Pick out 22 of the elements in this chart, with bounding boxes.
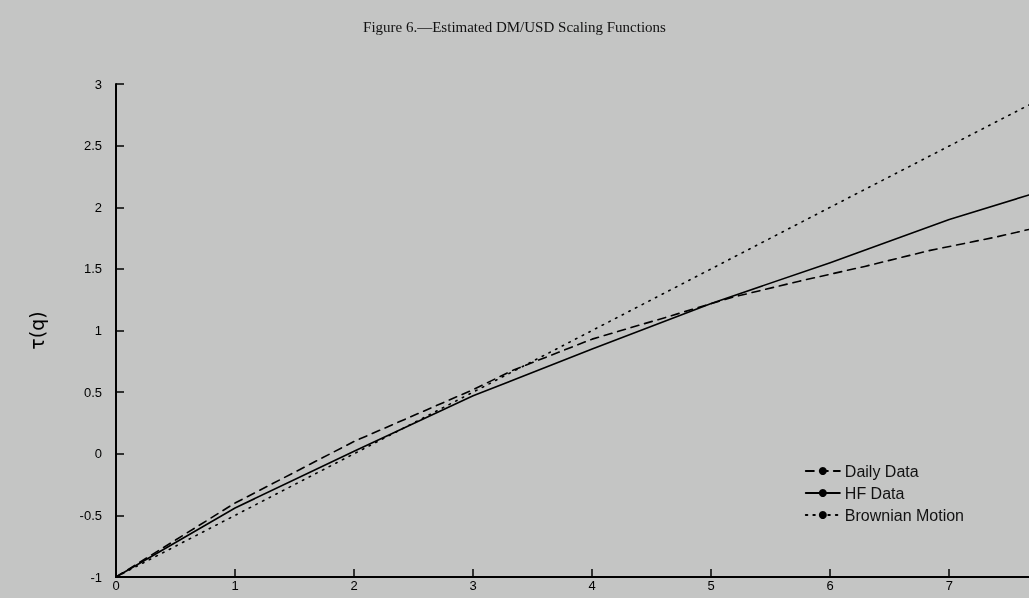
y-tick-label: 2 — [94, 199, 102, 215]
x-tick-label: 5 — [707, 578, 715, 593]
y-tick-label: 3 — [94, 76, 102, 92]
x-tick-label: 6 — [826, 578, 834, 593]
y-axis-title: τ(q) — [25, 311, 48, 350]
y-tick-label: 1.5 — [83, 261, 102, 277]
x-tick-label: 4 — [588, 578, 596, 593]
y-tick-label: 1 — [94, 323, 102, 338]
x-tick-label: 3 — [469, 578, 477, 593]
x-tick-label: 0 — [112, 578, 120, 593]
x-tick-label: 1 — [231, 578, 239, 593]
y-tick-label: 2.5 — [83, 138, 102, 154]
y-tick-label: 0 — [94, 446, 102, 462]
y-tick-label: -1 — [90, 569, 102, 585]
x-tick-label: 2 — [350, 578, 358, 593]
y-tick-label: 0.5 — [83, 384, 102, 400]
y-tick-label: -0.5 — [79, 507, 102, 523]
chart-title: Figure 6.—Estimated DM/USD Scaling Functions — [363, 18, 667, 35]
legend-label: Daily Data — [844, 462, 919, 480]
legend-label: Brownian Motion — [844, 506, 964, 524]
x-tick-label: 7 — [945, 578, 953, 593]
legend-label: HF Data — [844, 484, 905, 502]
